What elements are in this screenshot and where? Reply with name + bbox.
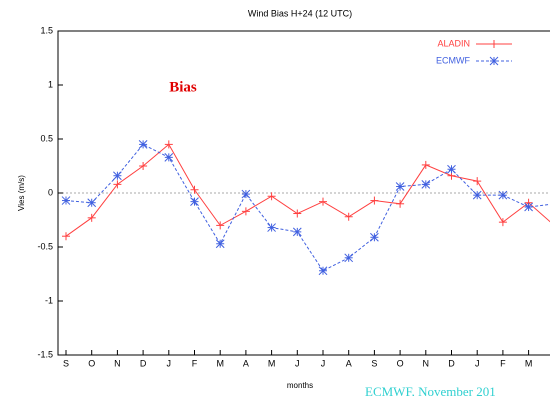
marker-stroke <box>138 140 148 149</box>
point <box>215 239 225 249</box>
x-tick-label: F <box>500 358 506 368</box>
marker-stroke <box>190 197 199 206</box>
marker-stroke <box>524 202 533 212</box>
marker-stroke <box>472 190 482 200</box>
point <box>267 223 276 232</box>
x-tick-label: J <box>321 358 326 368</box>
x-tick-label: J <box>295 358 300 368</box>
point <box>472 190 482 200</box>
marker-stroke <box>215 239 225 249</box>
x-tick-label: A <box>346 358 352 368</box>
annotation: Bias <box>169 79 197 95</box>
point <box>139 162 148 170</box>
point <box>421 160 430 169</box>
point <box>396 199 405 208</box>
point <box>113 171 122 181</box>
point <box>190 197 199 206</box>
x-tick-label: M <box>268 358 276 368</box>
point <box>267 192 276 201</box>
x-tick-label: S <box>63 358 69 368</box>
point <box>87 213 96 222</box>
point <box>344 212 353 221</box>
y-axis-label: Vies (m/s) <box>17 175 26 211</box>
point <box>164 140 173 149</box>
point <box>370 232 379 242</box>
x-tick-label: N <box>423 358 430 368</box>
y-tick-label: -1.5 <box>37 349 53 359</box>
x-tick-label: D <box>140 358 147 368</box>
point <box>370 196 379 205</box>
marker-stroke <box>164 153 174 162</box>
point <box>293 209 302 218</box>
point <box>473 177 482 186</box>
y-tick-label: 1 <box>48 79 53 89</box>
point <box>216 221 225 230</box>
marker-stroke <box>267 223 276 232</box>
y-tick-label: 0 <box>48 187 53 197</box>
x-tick-label: A <box>243 358 249 368</box>
point <box>241 189 251 199</box>
marker-stroke <box>61 196 71 205</box>
x-axis-label: months <box>287 381 313 390</box>
y-tick-label: 0.5 <box>40 133 53 143</box>
x-tick-label: S <box>371 358 377 368</box>
point <box>190 185 199 194</box>
marker-stroke <box>370 232 379 242</box>
point <box>498 218 507 227</box>
point <box>490 40 498 48</box>
point <box>447 164 456 174</box>
x-tick-label: J <box>167 358 172 368</box>
point <box>395 182 405 191</box>
marker-stroke <box>447 164 456 174</box>
x-tick-label: M <box>525 358 533 368</box>
point <box>164 153 174 162</box>
point <box>113 180 122 189</box>
x-tick-label: O <box>397 358 404 368</box>
point <box>319 197 327 206</box>
marker-stroke <box>241 189 251 199</box>
x-tick-label: J <box>475 358 480 368</box>
x-tick-label: N <box>114 358 121 368</box>
footer: ECMWF, November 201 <box>365 384 496 396</box>
chart-title: Wind Bias H+24 (12 UTC) <box>248 8 352 18</box>
point <box>344 253 354 263</box>
point <box>241 207 250 216</box>
y-tick-label: 1.5 <box>40 25 53 35</box>
marker-stroke <box>395 182 405 191</box>
x-tick-label: O <box>88 358 95 368</box>
marker-stroke <box>292 227 302 237</box>
point <box>421 180 431 189</box>
series-line <box>65 143 550 272</box>
x-tick-label: M <box>216 358 224 368</box>
y-tick-label: -1 <box>45 295 53 305</box>
point <box>489 56 499 66</box>
point <box>62 232 70 241</box>
marker-stroke <box>318 266 328 276</box>
x-tick-label: D <box>448 358 455 368</box>
point <box>61 196 71 205</box>
series-line <box>65 143 550 237</box>
marker-stroke <box>489 56 499 66</box>
x-tick-label: F <box>192 358 198 368</box>
marker-stroke <box>498 190 508 200</box>
point <box>87 198 97 208</box>
point <box>524 202 533 212</box>
marker-stroke <box>87 198 97 208</box>
legend-label: ALADIN <box>437 38 470 48</box>
marker-stroke <box>421 180 431 189</box>
marker-stroke <box>113 171 122 181</box>
point <box>318 266 328 276</box>
marker-stroke <box>344 253 354 263</box>
point <box>498 190 508 200</box>
legend-label: ECMWF <box>436 55 470 65</box>
y-tick-label: -0.5 <box>37 241 53 251</box>
point <box>138 140 148 149</box>
point <box>292 227 302 237</box>
